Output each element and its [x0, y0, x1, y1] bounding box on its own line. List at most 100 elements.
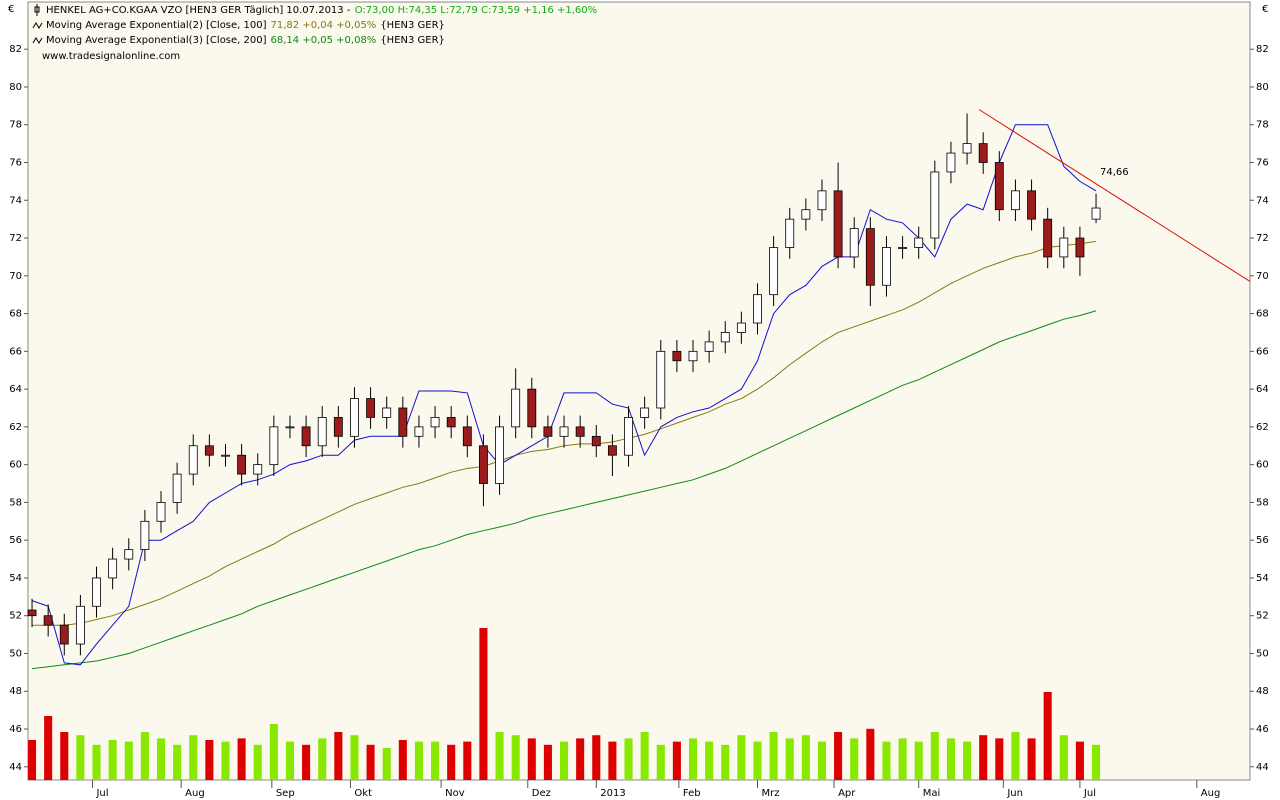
- volume-bar: [76, 735, 85, 780]
- candle-body: [333, 417, 343, 437]
- y-tick-label: 58: [9, 497, 22, 508]
- title-text: HENKEL AG+CO.KGAA VZO [HEN3 GER Täglich]…: [46, 5, 351, 16]
- candle-body: [833, 190, 843, 258]
- volume-bar: [92, 744, 101, 780]
- legend-name: Moving Average Exponential(3) [Close, 20…: [46, 35, 267, 46]
- candle-body: [446, 417, 456, 428]
- volume-bar: [882, 741, 891, 780]
- trendline: [978, 109, 1251, 282]
- volume-bar: [334, 732, 343, 780]
- candle-body: [962, 143, 972, 154]
- candle-body: [898, 247, 908, 249]
- volume-bar: [189, 735, 198, 780]
- x-tick-label: 2013: [600, 788, 625, 799]
- volume-bar: [624, 738, 633, 780]
- volume-bar: [350, 735, 359, 780]
- volume-bar: [495, 732, 504, 780]
- x-tick-label: Apr: [838, 788, 856, 799]
- y-tick-label: 78: [9, 120, 22, 131]
- legend-entry: Moving Average Exponential(3) [Close, 20…: [46, 35, 445, 46]
- plot-area: [27, 1, 1251, 781]
- candle-body: [591, 435, 601, 447]
- y-tick-label: 80: [1256, 82, 1269, 93]
- volume-bar: [543, 744, 552, 780]
- volume-bar: [769, 732, 778, 780]
- volume-bar: [447, 744, 456, 780]
- candle-body: [495, 426, 504, 484]
- y-tick-label: 62: [9, 422, 22, 433]
- legend-value: 68,14 +0,05 +0,08%: [271, 35, 377, 46]
- volume-bar: [366, 744, 375, 780]
- currency-right: €: [1262, 4, 1268, 15]
- y-tick-label: 50: [9, 648, 22, 659]
- y-tick-label: 80: [9, 82, 22, 93]
- candle-body: [720, 332, 730, 343]
- y-tick-label: 66: [9, 346, 22, 357]
- volume-bar: [108, 740, 117, 780]
- candle-body: [108, 558, 118, 579]
- y-tick-label: 66: [1256, 346, 1269, 357]
- legend-entry: Moving Average Exponential(2) [Close, 10…: [46, 20, 445, 31]
- volume-bar: [737, 735, 746, 780]
- volume-bar: [963, 741, 972, 780]
- y-tick-label: 78: [1256, 120, 1269, 131]
- candle-body: [736, 322, 746, 333]
- candle-body: [156, 502, 166, 522]
- candle-body: [607, 445, 617, 456]
- candle-body: [75, 605, 85, 645]
- volume-bar: [688, 738, 698, 780]
- legend-icon: [32, 37, 43, 44]
- y-tick-label: 72: [1256, 233, 1269, 244]
- y-tick-label: 60: [9, 460, 22, 471]
- volume-bar: [560, 741, 569, 780]
- x-tick-label: Jul: [95, 788, 108, 799]
- x-tick-label: Mrz: [761, 788, 779, 799]
- volume-bar: [1011, 732, 1020, 780]
- volume-bar: [640, 732, 649, 780]
- volume-bar: [221, 741, 230, 780]
- y-tick-label: 62: [1256, 422, 1269, 433]
- candle-body: [430, 417, 440, 428]
- candle-body: [253, 464, 263, 475]
- x-tick-label: Jul: [1083, 788, 1096, 799]
- volume-bar: [1075, 741, 1084, 780]
- candle-body: [366, 398, 376, 418]
- candle-body: [656, 350, 666, 409]
- volume-bar: [608, 741, 617, 780]
- y-tick-label: 48: [1256, 686, 1269, 697]
- legend-name: Moving Average Exponential(2) [Close, 10…: [46, 20, 267, 31]
- candle-body: [27, 609, 37, 617]
- volume-bar: [173, 744, 182, 780]
- y-tick-label: 74: [1256, 195, 1269, 206]
- x-tick-label: Jun: [1006, 788, 1023, 799]
- candle-body: [930, 171, 940, 239]
- candle-body: [301, 426, 311, 447]
- volume-bar: [592, 735, 601, 780]
- candle-body: [237, 454, 247, 475]
- candle-body: [769, 247, 779, 296]
- volume-bar: [930, 732, 939, 780]
- candle-body: [43, 615, 53, 626]
- volume-bar: [834, 732, 843, 780]
- volume-bar: [140, 732, 149, 780]
- candle-body: [994, 162, 1004, 211]
- y-tick-label: 70: [1256, 271, 1269, 282]
- y-tick-label: 44: [9, 762, 22, 773]
- volume-bar: [269, 724, 278, 780]
- y-tick-label: 46: [9, 724, 22, 735]
- y-tick-label: 68: [9, 309, 22, 320]
- indicator-line: [31, 310, 1097, 670]
- volume-bar: [1043, 692, 1052, 780]
- volume-bar: [1092, 744, 1101, 780]
- candle-body: [559, 426, 569, 437]
- y-tick-label: 82: [1256, 44, 1269, 55]
- volume-bar: [979, 735, 988, 780]
- volume-bar: [1059, 735, 1068, 780]
- volume-bar: [237, 738, 246, 780]
- y-tick-label: 52: [1256, 611, 1269, 622]
- candle-body: [204, 445, 214, 456]
- y-tick-label: 54: [9, 573, 22, 584]
- candle-body: [704, 341, 714, 352]
- y-tick-label: 54: [1256, 573, 1269, 584]
- y-tick-label: 56: [9, 535, 22, 546]
